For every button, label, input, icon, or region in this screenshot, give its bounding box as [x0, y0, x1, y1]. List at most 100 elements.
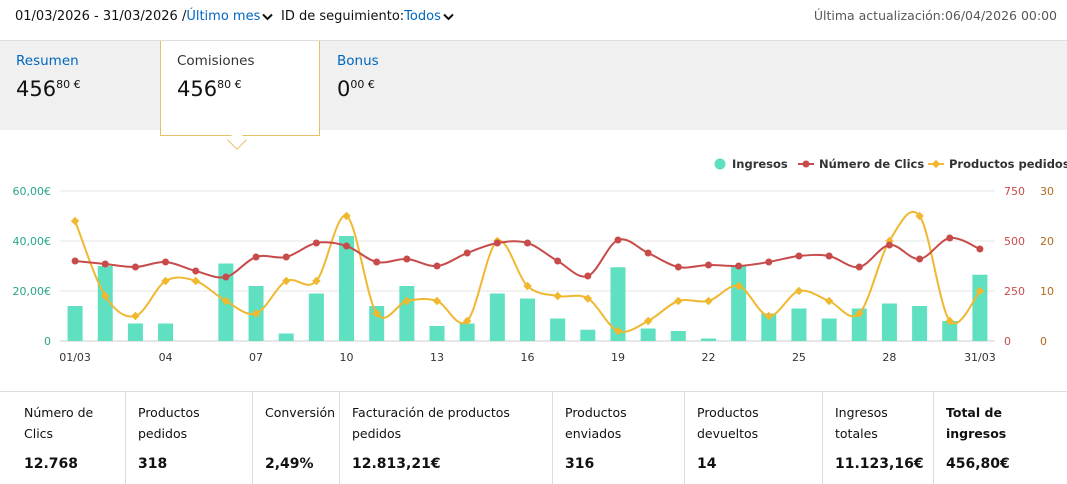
legend-marker [931, 159, 941, 169]
productos-point [643, 316, 653, 326]
chevron-down-icon[interactable] [262, 13, 274, 21]
left-axis-tick-label: 40,00€ [13, 235, 52, 248]
stat-ordered: Productos pedidos 318 [126, 392, 253, 484]
productos-point [945, 316, 955, 326]
ingresos-bar [881, 303, 897, 341]
ingresos-bar [489, 293, 505, 341]
clics-axis-tick-label: 500 [1004, 235, 1025, 248]
tab-comisiones[interactable]: Comisiones 45680 € [160, 41, 320, 136]
productos-point [312, 276, 321, 286]
stat-value: 2,49% [265, 456, 314, 472]
clics-point [162, 258, 170, 266]
clics-point [101, 260, 109, 268]
legend-ingresos-label: Ingresos [732, 157, 788, 171]
stat-label: Número de Clics [24, 405, 94, 441]
stat-clicks: Número de Clics 12.768 [12, 392, 126, 484]
productos-point [100, 291, 110, 301]
tab-bonus[interactable]: Bonus 000 € [321, 41, 481, 131]
x-axis-tick-label: 25 [792, 351, 806, 364]
amount-sup: 80 € [56, 78, 81, 91]
productos-point [70, 216, 80, 226]
clics-point [131, 263, 139, 271]
productos-point [281, 276, 291, 286]
clics-axis-tick-label: 750 [1004, 185, 1025, 198]
productos-point [191, 276, 200, 286]
clics-point [222, 273, 230, 281]
productos-point [161, 276, 170, 286]
stat-label: Conversión [265, 405, 336, 420]
ingresos-bar [761, 313, 777, 341]
tracking-id-dropdown[interactable]: Todos [404, 9, 441, 24]
ingresos-bar [791, 308, 807, 341]
stat-returned: Productos devueltos 14 [685, 392, 823, 484]
ingresos-bar [308, 293, 324, 341]
stat-value: 456,80€ [946, 456, 1010, 472]
ingresos-bar [670, 331, 686, 341]
productos-point [613, 326, 623, 336]
stat-label: Ingresos totales [835, 405, 888, 441]
legend-marker [802, 160, 810, 168]
ingresos-bar [369, 306, 385, 341]
amount-sup: 80 € [217, 78, 242, 91]
clics-point [343, 242, 351, 250]
chevron-down-icon[interactable] [443, 13, 454, 21]
clics-point [674, 263, 682, 271]
productos-point [975, 286, 985, 296]
productos-point [824, 296, 834, 306]
x-axis-tick-label: 16 [521, 351, 535, 364]
tab-resumen[interactable]: Resumen 45680 € [0, 41, 160, 131]
productos-point [764, 311, 774, 321]
productos-point [131, 311, 140, 321]
clics-point [463, 249, 471, 257]
stat-label: Productos enviados [565, 405, 627, 441]
date-range-text: 01/03/2026 - 31/03/2026 / [15, 9, 187, 24]
ingresos-bar [912, 306, 928, 341]
stat-label: Total de ingresos [946, 405, 1007, 441]
legend-marker [714, 158, 726, 170]
left-axis-tick-label: 20,00€ [13, 285, 52, 298]
x-axis-tick-label: 10 [340, 351, 354, 364]
ingresos-bar [821, 318, 837, 341]
ingresos-bar [158, 323, 174, 341]
clics-point [916, 255, 924, 263]
x-axis-tick-label: 31/03 [964, 351, 996, 364]
clics-point [433, 262, 441, 270]
stat-value: 316 [565, 456, 595, 472]
clics-point [312, 239, 320, 247]
stat-value: 12.813,21€ [352, 456, 441, 472]
productos-point [523, 281, 532, 291]
clics-point [373, 258, 381, 266]
clics-point [252, 253, 260, 261]
ingresos-bar [610, 267, 626, 341]
amount-sup: 00 € [350, 78, 375, 91]
clics-point [976, 245, 984, 253]
clics-point [493, 239, 501, 247]
clics-point [735, 262, 743, 270]
clics-point [644, 249, 652, 257]
clics-point [704, 261, 712, 269]
productos-point [734, 281, 743, 291]
filter-bar: 01/03/2026 - 31/03/2026 /Último mes ID d… [0, 0, 1067, 40]
date-range: 01/03/2026 - 31/03/2026 /Último mes [15, 9, 274, 24]
clics-axis-tick-label: 250 [1004, 285, 1025, 298]
clics-axis-tick-label: 0 [1004, 335, 1011, 348]
clics-point [282, 253, 290, 261]
x-axis-tick-label: 04 [159, 351, 173, 364]
ingresos-bar [550, 318, 566, 341]
productos-point [704, 296, 713, 306]
x-axis-tick-label: 01/03 [59, 351, 91, 364]
stat-label: Productos devueltos [697, 405, 759, 441]
tracking-id-label: ID de seguimiento: [281, 9, 405, 24]
ingresos-bar [942, 321, 958, 341]
earnings-chart: 0 20,00€ 40,00€ 60,00€ 0 250 500 750 0 10 20 30 01/0… [13, 157, 1067, 364]
productos-point [794, 286, 804, 296]
period-dropdown[interactable]: Último mes [186, 9, 261, 24]
tab-bonus-amount: 000 € [337, 77, 465, 101]
clics-point [855, 263, 863, 271]
ingresos-bar [972, 274, 988, 341]
productos-point [674, 296, 683, 306]
productos-axis-tick-label: 30 [1040, 185, 1054, 198]
tab-bonus-label: Bonus [337, 53, 379, 69]
clics-point [524, 239, 531, 247]
productos-point [553, 291, 562, 301]
